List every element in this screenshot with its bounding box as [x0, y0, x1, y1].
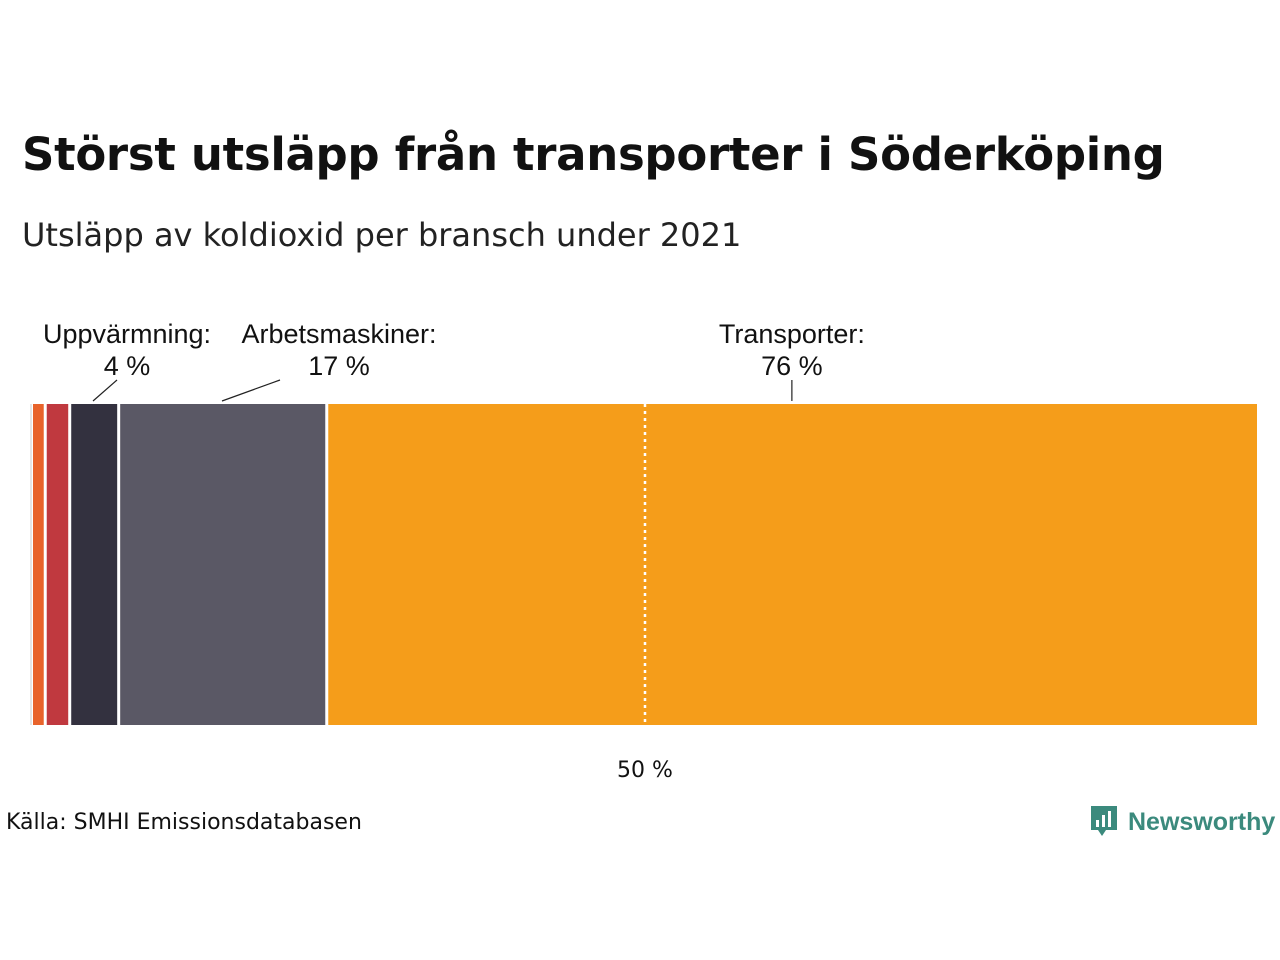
annotation-arbetsmaskiner-name: Arbetsmaskiner:: [241, 319, 436, 349]
brand-name: Newsworthy: [1128, 807, 1276, 836]
chart-title: Störst utsläpp från transporter i Söderk…: [22, 128, 1165, 181]
bar-segment-uppvärmning: [69, 404, 119, 725]
bar-segment-other-1: [45, 404, 70, 725]
bar-segment-transporter: [326, 404, 1257, 725]
bar-segment-arbetsmaskiner: [118, 404, 327, 725]
newsworthy-logo-icon: [1091, 806, 1117, 836]
annotation-uppvärmning-value: 4 %: [104, 351, 151, 381]
bar-segment-other-0: [33, 404, 46, 725]
annotation-uppvärmning-leader: [92, 379, 118, 402]
chart-subtitle: Utsläpp av koldioxid per bransch under 2…: [22, 216, 742, 254]
annotation-uppvärmning-name: Uppvärmning:: [43, 319, 211, 349]
brand-logo: Newsworthy: [1088, 802, 1275, 842]
annotation-transporter-name: Transporter:: [719, 319, 865, 349]
annotation-transporter-value: 76 %: [761, 351, 823, 381]
source-note: Källa: SMHI Emissionsdatabasen: [6, 810, 362, 835]
stacked-bar-chart: 50 % Uppvärmning:4 % Arbetsmaskiner:17 % Tr…: [30, 319, 1257, 783]
annotation-arbetsmaskiner-leader: [221, 379, 281, 402]
reference-line-label: 50 %: [617, 758, 673, 783]
annotation-arbetsmaskiner-value: 17 %: [308, 351, 370, 381]
